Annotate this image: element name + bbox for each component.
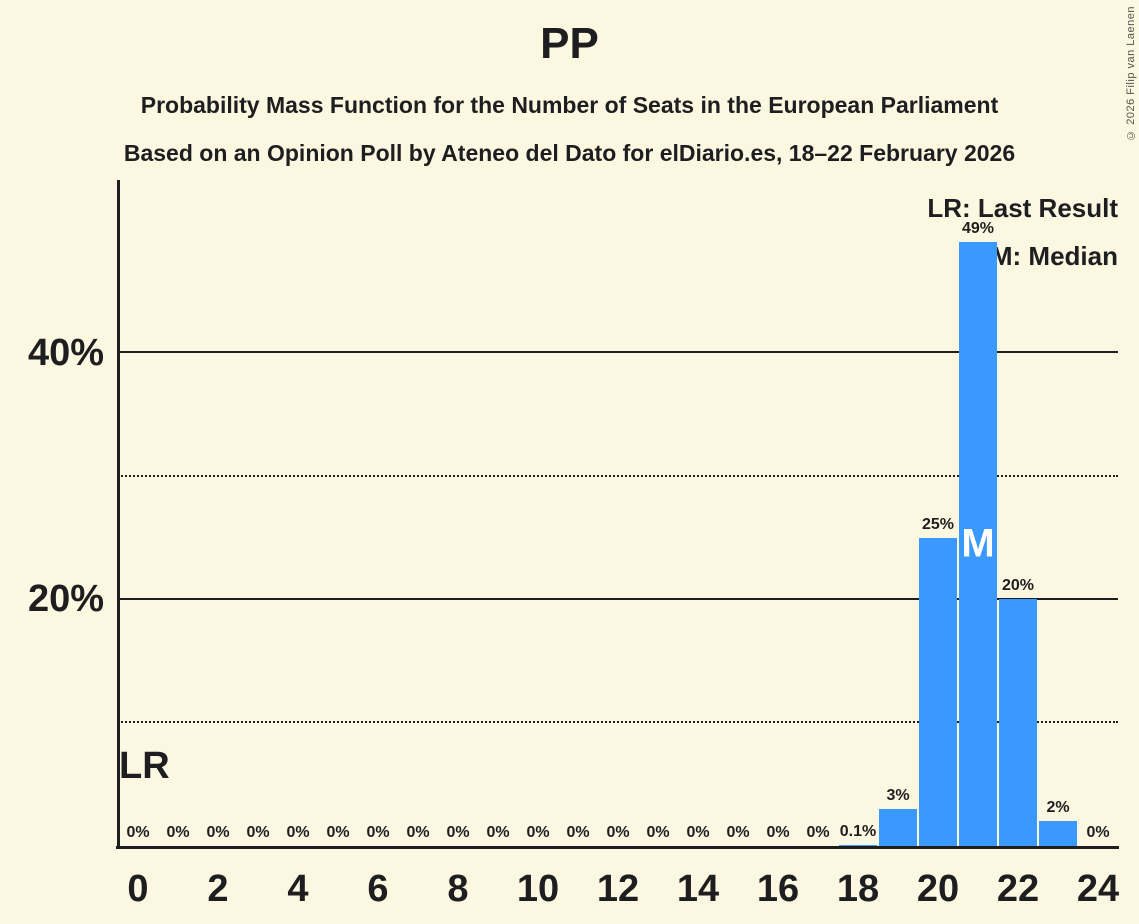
y-tick-40: 40% (27, 331, 104, 374)
x-tick-14: 14 (676, 868, 720, 910)
legend-last-result: LR: Last Result (927, 193, 1118, 223)
chart-subtitle-line1: Probability Mass Function for the Number… (140, 92, 999, 118)
x-tick-22: 22 (996, 868, 1040, 910)
bar-label-seat-0: 0% (126, 824, 150, 841)
page-title: PP (540, 19, 599, 68)
x-tick-6: 6 (367, 868, 389, 910)
x-tick-8: 8 (447, 868, 469, 910)
bar-label-seat-1: 0% (166, 824, 190, 841)
x-tick-2: 2 (207, 868, 229, 910)
x-tick-4: 4 (287, 868, 309, 910)
bar-label-seat-7: 0% (406, 824, 430, 841)
y-axis-labels: 20% 40% (0, 180, 104, 846)
gridline-10 (118, 721, 1118, 724)
bar-label-seat-14: 0% (686, 824, 710, 841)
bar-label-seat-5: 0% (326, 824, 350, 841)
bar-label-seat-16: 0% (766, 824, 790, 841)
bar-label-seat-20: 25% (921, 515, 955, 533)
bar-label-seat-24: 0% (1086, 824, 1110, 841)
bar-label-seat-22: 20% (1001, 577, 1035, 595)
bar-seat-23 (1039, 821, 1077, 846)
x-tick-24: 24 (1076, 868, 1120, 910)
gridline-30 (118, 474, 1118, 477)
bar-seat-19 (879, 809, 917, 846)
y-tick-20: 20% (27, 578, 104, 621)
x-axis-labels: 0 2 4 6 8 10 12 14 16 18 20 22 24 (118, 846, 1119, 924)
bar-label-seat-15: 0% (726, 824, 750, 841)
bar-label-seat-10: 0% (526, 824, 550, 841)
x-tick-12: 12 (596, 868, 640, 910)
bar-label-seat-19: 3% (886, 787, 910, 804)
bar-label-seat-11: 0% (566, 824, 590, 841)
last-result-label: LR (119, 745, 170, 787)
plot-area: LR M 0% 0% 0% 0% 0% 0% 0% 0% 0% 0% 0% 0% 0% 0% 0% 0% 0% 0… (116, 180, 1119, 849)
x-axis-line (116, 845, 1119, 849)
bar-seat-18 (839, 844, 877, 846)
x-tick-16: 16 (756, 868, 800, 910)
bar-seat-20 (919, 537, 957, 846)
bar-label-seat-12: 0% (606, 824, 630, 841)
median-marker: M (961, 521, 995, 566)
x-tick-0: 0 (127, 868, 149, 910)
chart-legend: LR: Last Result M: Median (927, 184, 1118, 280)
bar-label-seat-18: 0.1% (839, 822, 877, 840)
x-tick-18: 18 (836, 868, 880, 910)
bar-label-seat-3: 0% (246, 824, 270, 841)
gridline-40 (118, 351, 1118, 354)
bar-label-seat-6: 0% (366, 824, 390, 841)
legend-median: M: Median (990, 241, 1118, 271)
bar-seat-22 (999, 599, 1037, 846)
gridline-20 (118, 597, 1118, 600)
bar-label-seat-17: 0% (806, 824, 830, 841)
x-tick-20: 20 (916, 868, 960, 910)
bar-label-seat-8: 0% (446, 824, 470, 841)
copyright-notice: © 2026 Filip van Laenen (1125, 6, 1137, 141)
chart-subtitle-line2: Based on an Opinion Poll by Ateneo del D… (123, 140, 1016, 166)
bar-label-seat-9: 0% (486, 824, 510, 841)
bar-seat-21 (959, 241, 997, 846)
bar-label-seat-21: 49% (961, 219, 995, 237)
bar-label-seat-4: 0% (286, 824, 310, 841)
bar-label-seat-23: 2% (1046, 799, 1070, 817)
bar-label-seat-2: 0% (206, 824, 230, 841)
y-axis-line (117, 180, 120, 846)
bar-label-seat-13: 0% (646, 824, 670, 841)
x-tick-10: 10 (516, 868, 560, 910)
